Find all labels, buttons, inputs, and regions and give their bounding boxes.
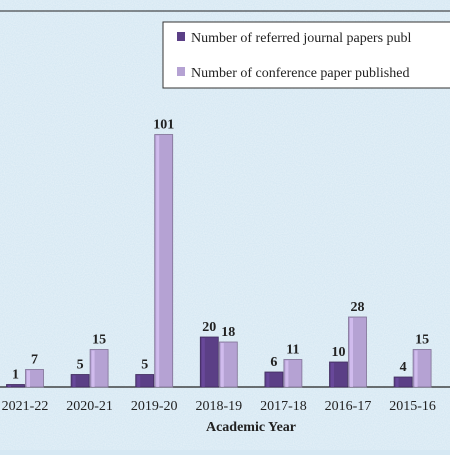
bar-journal	[393, 376, 413, 388]
data-label-conference: 7	[31, 353, 38, 368]
x-tick-label: 2019-20	[131, 399, 178, 414]
data-label-conference: 15	[415, 333, 429, 348]
value-labels-layer: 17 5 15 5 101 20 18 6 11 10 28 4 15	[12, 118, 429, 383]
data-label-conference: 15	[92, 333, 106, 348]
bar-highlight	[8, 385, 11, 387]
data-label-journal: 10	[332, 345, 346, 360]
data-label-journal: 6	[270, 355, 277, 370]
bar-highlight	[414, 350, 418, 387]
data-label-conference: 101	[153, 118, 174, 133]
bar-highlight	[27, 370, 30, 387]
bar-highlight	[91, 350, 95, 387]
data-label-conference: 11	[286, 343, 299, 358]
bar-highlight	[331, 363, 334, 387]
legend-label-conference: Number of conference paper published	[191, 66, 409, 81]
bar-highlight	[220, 343, 224, 387]
x-tick-label: 2018-19	[195, 399, 242, 414]
data-label-journal: 5	[141, 358, 148, 373]
bars-layer	[6, 134, 432, 388]
bar-highlight	[285, 360, 289, 387]
x-axis-title: Academic Year	[206, 420, 296, 435]
legend-swatch-journal	[177, 32, 185, 41]
bar-highlight	[156, 135, 160, 387]
data-label-journal: 4	[400, 360, 407, 375]
legend-swatch-conference	[177, 67, 185, 76]
bar-highlight	[266, 373, 270, 387]
x-tick-label: 2020-21	[66, 399, 113, 414]
legend: Number of referred journal papers publ N…	[162, 21, 450, 89]
bar-highlight	[72, 375, 76, 387]
bar-highlight	[395, 378, 399, 387]
x-tick-label: 2021-22	[2, 399, 49, 414]
legend-label-journal: Number of referred journal papers publ	[191, 31, 412, 46]
x-tick-label: 2016-17	[325, 399, 372, 414]
x-tick-label: 2015-16	[389, 399, 436, 414]
legend-box	[162, 21, 450, 89]
bar-highlight	[137, 375, 141, 387]
data-label-conference: 18	[221, 325, 235, 340]
bar-journal	[6, 384, 25, 388]
data-label-journal: 20	[202, 320, 216, 335]
x-tick-labels-layer: 2021-22 2020-21 2019-20 2018-19 2017-18 2016-…	[2, 399, 436, 414]
bar-highlight	[350, 318, 353, 387]
data-label-journal: 1	[12, 368, 19, 383]
data-label-conference: 28	[351, 300, 365, 315]
x-tick-label: 2017-18	[260, 399, 307, 414]
bar-highlight	[201, 338, 205, 387]
data-label-journal: 5	[77, 358, 84, 373]
